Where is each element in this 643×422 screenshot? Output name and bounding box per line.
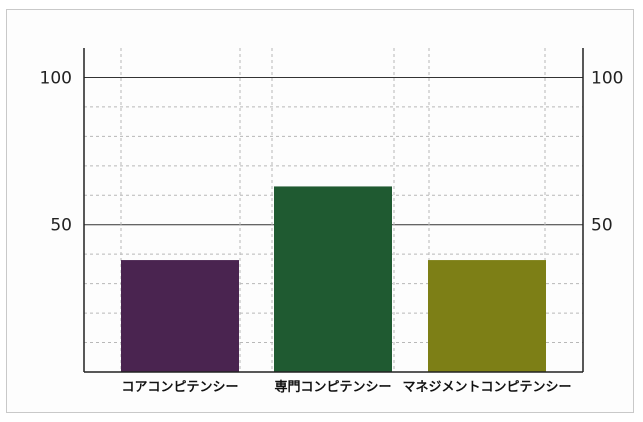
bar-1 (121, 260, 239, 372)
x-tick-label: 専門コンピテンシー (274, 379, 391, 395)
bar-2 (274, 186, 392, 372)
x-tick-label: マネジメントコンピテンシー (402, 380, 571, 395)
y-tick-label-right: 50 (591, 216, 613, 236)
bars (121, 186, 546, 372)
x-tick-label: コアコンピテンシー (121, 380, 238, 395)
y-tick-label-left: 100 (40, 68, 72, 88)
y-tick-label-right: 100 (591, 68, 623, 88)
bar-3 (428, 260, 546, 372)
y-tick-label-left: 50 (50, 216, 72, 236)
axes (83, 48, 584, 373)
tick-labels: 50 50 100 100 コアコンピテンシー 専門コンピテンシー マネジメントコンピテンシ… (40, 68, 624, 395)
